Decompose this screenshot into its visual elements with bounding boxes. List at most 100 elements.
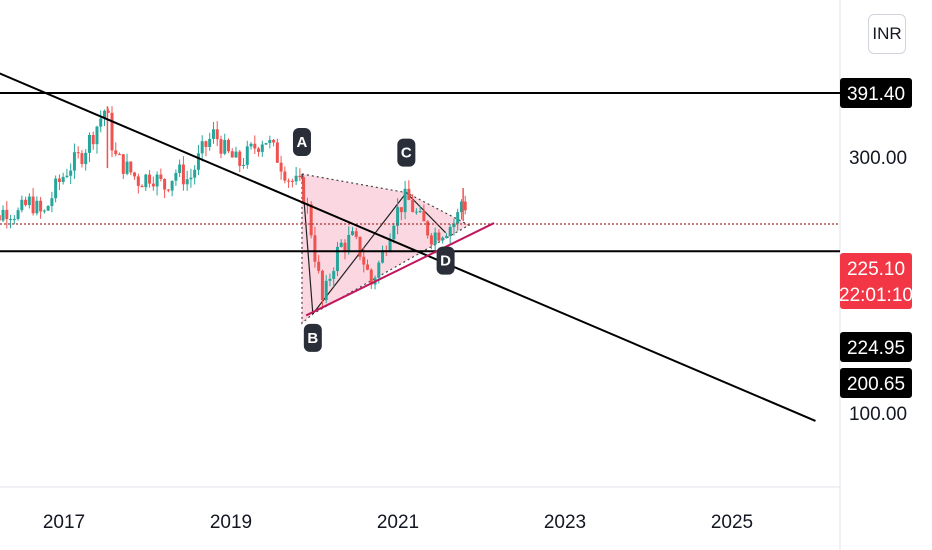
- candle-body: [309, 204, 313, 236]
- candle-body: [121, 154, 125, 174]
- candle-body: [76, 152, 80, 154]
- candle-body: [230, 151, 234, 158]
- price-badge-label: 225.10: [847, 259, 905, 280]
- candle-body: [366, 264, 370, 270]
- candle-body: [178, 164, 182, 173]
- candle-body: [84, 152, 88, 164]
- candle-body: [219, 139, 223, 154]
- candle-body: [80, 153, 84, 164]
- candle-body: [54, 178, 58, 199]
- candle-body: [403, 188, 407, 213]
- price-badge: [840, 253, 912, 309]
- candle-body: [275, 142, 279, 163]
- candle-body: [381, 250, 385, 263]
- candle-body: [46, 205, 50, 211]
- candle-body: [39, 200, 43, 212]
- candle-body: [429, 235, 433, 245]
- candle-body: [91, 134, 95, 145]
- candle-body: [347, 234, 351, 251]
- candle-body: [189, 177, 193, 180]
- candle-body: [24, 199, 28, 206]
- x-tick-label: 2019: [210, 512, 252, 533]
- candle-body: [388, 239, 392, 252]
- pattern-fill: [301, 173, 471, 325]
- support-line: [305, 222, 495, 317]
- price-badge-label: 224.95: [847, 338, 905, 359]
- candle-body: [302, 177, 306, 204]
- candle-body: [283, 171, 287, 181]
- candle-body: [174, 172, 178, 181]
- candle-body: [238, 151, 242, 166]
- candle-body: [118, 154, 122, 156]
- candle-body: [20, 199, 24, 211]
- x-axis: 2017 2019 2021 2023 2025: [43, 512, 753, 533]
- candle-body: [144, 174, 148, 188]
- pattern-point-a: [292, 128, 311, 157]
- candle-body: [196, 153, 200, 170]
- candle-body: [392, 225, 396, 240]
- currency-button[interactable]: INR: [868, 14, 906, 54]
- candle-body: [204, 141, 208, 147]
- candle-body: [148, 174, 152, 184]
- candle-body: [257, 148, 261, 152]
- candle-body: [140, 185, 144, 188]
- candle-body: [456, 212, 460, 224]
- price-badge-label: 200.65: [847, 374, 905, 395]
- candle-body: [125, 161, 129, 174]
- candle-body: [369, 269, 373, 285]
- price-badge: [840, 78, 912, 108]
- candle-body: [294, 175, 298, 182]
- candle-body: [87, 134, 91, 153]
- candle-body: [9, 219, 13, 221]
- candle-body: [448, 227, 452, 237]
- candle-body: [396, 207, 400, 226]
- candle-body: [411, 199, 415, 212]
- price-badges: 391.40 225.10 22:01:10 224.95 200.65: [839, 78, 913, 398]
- candle-body: [268, 139, 272, 144]
- candle-body: [437, 232, 441, 241]
- candle-body: [332, 271, 336, 279]
- candle-body: [211, 129, 215, 139]
- pattern-point-d: [436, 246, 455, 275]
- price-badge: [840, 332, 912, 362]
- candle-body: [399, 207, 403, 213]
- candle-body: [226, 139, 230, 152]
- pattern-point-label: B: [307, 330, 318, 347]
- candle-body: [272, 139, 276, 143]
- candle-body: [57, 178, 61, 182]
- candle-body: [444, 236, 448, 238]
- candle-body: [320, 270, 324, 301]
- trendline: [0, 72, 816, 422]
- candle-body: [249, 143, 253, 147]
- y-tick-label: 100.00: [849, 404, 907, 425]
- pattern-point-label: D: [440, 253, 451, 270]
- pattern-point-label: A: [297, 134, 308, 151]
- candle-body: [166, 189, 170, 191]
- candle-body: [136, 176, 140, 186]
- candle-body: [358, 236, 362, 257]
- candle-body: [317, 261, 321, 271]
- candle-body: [264, 143, 268, 145]
- candle-body: [12, 219, 16, 221]
- candle-body: [50, 198, 54, 206]
- candle-body: [69, 170, 73, 176]
- candle-body: [298, 175, 302, 178]
- candle-body: [253, 143, 257, 149]
- candle-body: [234, 151, 238, 158]
- candle-body: [324, 280, 328, 301]
- candle-body: [42, 210, 46, 212]
- candle-body: [260, 144, 264, 152]
- x-tick-label: 2017: [43, 512, 85, 533]
- candle-body: [215, 129, 219, 140]
- candle-body: [163, 178, 167, 190]
- candle-body: [279, 162, 283, 172]
- candle-body: [223, 139, 227, 154]
- x-tick-label: 2025: [711, 512, 753, 533]
- candle-body: [459, 201, 463, 213]
- pattern-points: A B C D: [292, 128, 455, 352]
- candle-body: [110, 112, 114, 151]
- y-tick-label: 300.00: [849, 148, 907, 169]
- candle-body: [433, 232, 437, 245]
- candle-body: [27, 196, 31, 206]
